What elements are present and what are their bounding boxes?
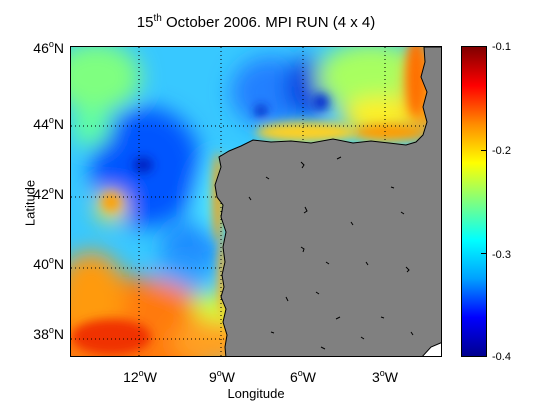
colorbar-tick-label: -0.2 bbox=[492, 145, 511, 157]
ytick-40: 40oN bbox=[33, 255, 64, 272]
title-ordinal: th bbox=[153, 13, 162, 24]
ytick-38: 38oN bbox=[33, 325, 64, 342]
ytick-46: 46oN bbox=[33, 39, 64, 56]
sea-level-map bbox=[70, 46, 442, 357]
ytick-42: 42oN bbox=[33, 185, 64, 202]
xtick-12w: 12oW bbox=[123, 368, 157, 385]
colorbar-tick-label: -0.1 bbox=[492, 41, 511, 53]
land-mass bbox=[214, 47, 441, 356]
figure-title: 15th October 2006. MPI RUN (4 x 4) bbox=[70, 13, 442, 31]
title-text: October 2006. MPI RUN (4 x 4) bbox=[161, 14, 376, 31]
xtick-6w: 6oW bbox=[289, 368, 317, 385]
title-day: 15 bbox=[136, 14, 154, 31]
xtick-9w: 9oW bbox=[208, 368, 236, 385]
colorbar-tick-label: -0.3 bbox=[492, 249, 511, 261]
colorbar-tickmark bbox=[481, 253, 486, 254]
map-svg bbox=[71, 47, 441, 356]
xtick-3w: 3oW bbox=[371, 368, 399, 385]
colorbar-tickmark bbox=[481, 356, 486, 357]
colorbar bbox=[461, 46, 487, 357]
ytick-44: 44oN bbox=[33, 115, 64, 132]
y-axis-label: Latitude bbox=[22, 179, 38, 227]
colorbar-tick-label: -0.4 bbox=[492, 351, 511, 363]
x-axis-label: Longitude bbox=[227, 386, 285, 401]
colorbar-tickmark bbox=[481, 150, 486, 151]
colorbar-tickmark bbox=[481, 46, 486, 47]
